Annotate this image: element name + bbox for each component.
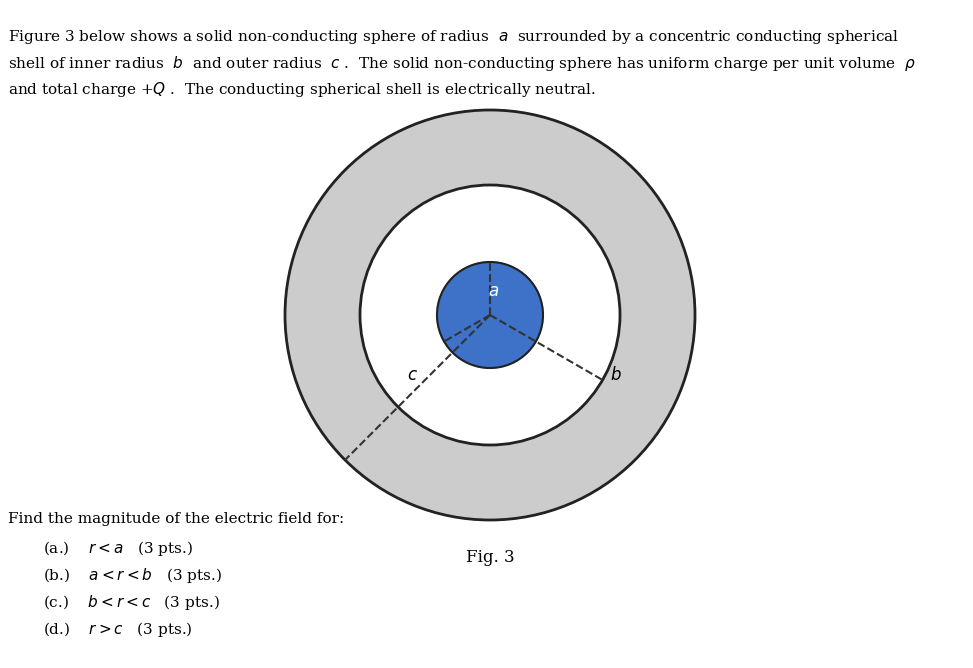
- Text: $a$: $a$: [488, 283, 499, 300]
- Text: Find the magnitude of the electric field for:: Find the magnitude of the electric field…: [8, 512, 344, 526]
- Text: (a.)    $r < a$   (3 pts.): (a.) $r < a$ (3 pts.): [43, 539, 193, 558]
- Text: $c$: $c$: [408, 367, 418, 383]
- Text: Fig. 3: Fig. 3: [466, 550, 515, 566]
- Circle shape: [360, 185, 620, 445]
- Text: (b.)    $a < r < b$   (3 pts.): (b.) $a < r < b$ (3 pts.): [43, 566, 222, 585]
- Circle shape: [285, 110, 695, 520]
- Text: (c.)    $b < r < c$   (3 pts.): (c.) $b < r < c$ (3 pts.): [43, 593, 220, 612]
- Text: (d.)    $r > c$   (3 pts.): (d.) $r > c$ (3 pts.): [43, 620, 193, 639]
- Text: shell of inner radius  $b$  and outer radius  $c$ .  The solid non-conducting sp: shell of inner radius $b$ and outer radi…: [8, 54, 916, 73]
- Circle shape: [437, 262, 543, 368]
- Text: $b$: $b$: [610, 366, 622, 384]
- Text: and total charge +$Q$ .  The conducting spherical shell is electrically neutral.: and total charge +$Q$ . The conducting s…: [8, 80, 596, 99]
- Text: Figure 3 below shows a solid non-conducting sphere of radius  $a$  surrounded by: Figure 3 below shows a solid non-conduct…: [8, 28, 899, 46]
